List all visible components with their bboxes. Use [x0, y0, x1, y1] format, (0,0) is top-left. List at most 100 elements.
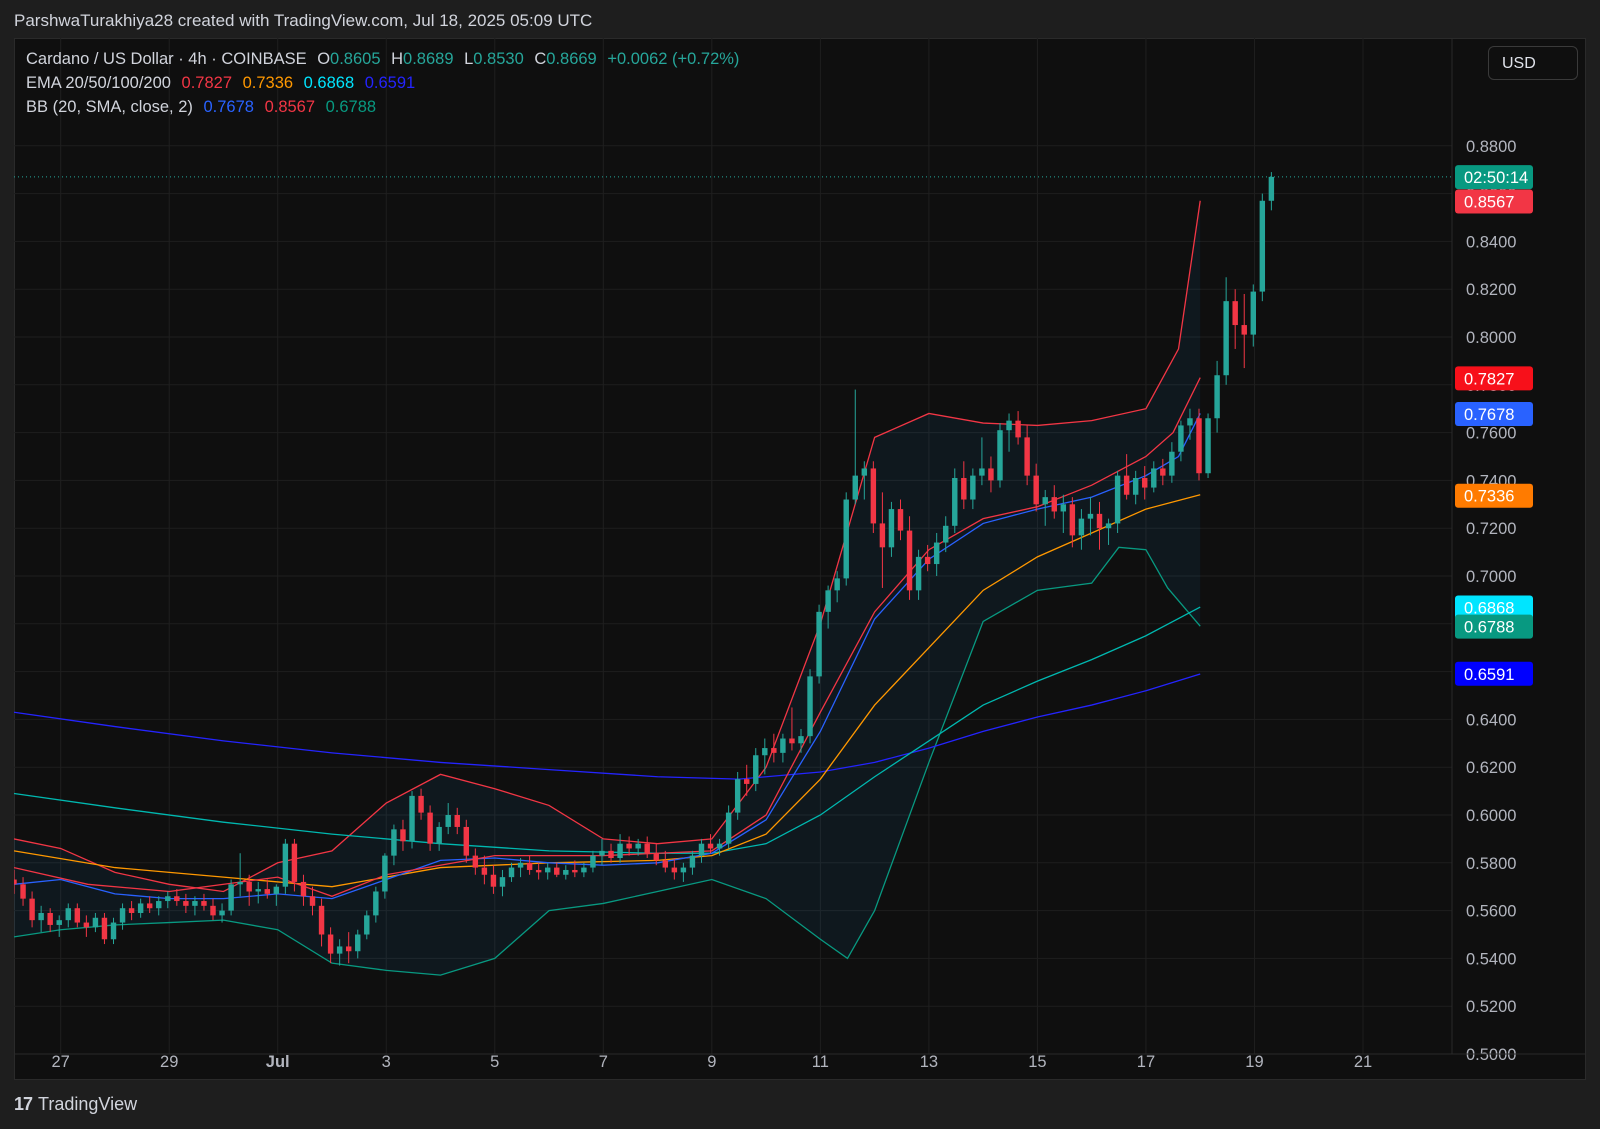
candle[interactable]: [1151, 461, 1157, 493]
candle[interactable]: [834, 571, 840, 603]
candle[interactable]: [1178, 420, 1184, 462]
candle[interactable]: [1223, 277, 1229, 385]
candle[interactable]: [1033, 463, 1039, 512]
currency-button[interactable]: USD: [1488, 46, 1578, 80]
candle[interactable]: [517, 858, 524, 878]
candle[interactable]: [174, 889, 180, 906]
price-chart[interactable]: 0.88000.86000.84000.82000.80000.78000.76…: [14, 38, 1586, 1080]
candle[interactable]: [101, 912, 108, 945]
candle[interactable]: [1250, 284, 1256, 347]
candle[interactable]: [707, 834, 714, 854]
candle[interactable]: [997, 423, 1003, 488]
candle[interactable]: [300, 874, 307, 906]
candle[interactable]: [481, 855, 488, 885]
candle[interactable]: [409, 791, 415, 849]
candle[interactable]: [1268, 172, 1275, 211]
candle[interactable]: [56, 915, 62, 937]
candle[interactable]: [291, 838, 298, 892]
candle[interactable]: [183, 893, 189, 913]
candle[interactable]: [364, 910, 370, 940]
candle[interactable]: [1132, 470, 1139, 505]
candle[interactable]: [979, 437, 985, 486]
candle[interactable]: [445, 803, 451, 835]
candle[interactable]: [228, 879, 234, 916]
candle[interactable]: [608, 843, 614, 863]
candle[interactable]: [336, 939, 343, 966]
candle[interactable]: [400, 819, 406, 851]
candle[interactable]: [554, 862, 560, 878]
ema-label[interactable]: EMA 20/50/100/200: [26, 74, 171, 92]
bb-label[interactable]: BB (20, SMA, close, 2): [26, 98, 193, 116]
tradingview-logo[interactable]: 17 TradingView: [14, 1094, 137, 1115]
candle[interactable]: [762, 738, 768, 775]
candle[interactable]: [1205, 413, 1211, 479]
candle[interactable]: [1006, 413, 1012, 452]
candle[interactable]: [508, 862, 515, 882]
candle[interactable]: [327, 927, 334, 964]
candle[interactable]: [924, 544, 931, 572]
candle[interactable]: [1160, 458, 1166, 486]
candle[interactable]: [92, 912, 99, 933]
candle[interactable]: [1060, 494, 1067, 533]
candle[interactable]: [345, 932, 352, 964]
candle[interactable]: [1232, 289, 1238, 349]
candle[interactable]: [970, 468, 976, 510]
candle[interactable]: [581, 862, 587, 878]
candle[interactable]: [535, 862, 542, 880]
candle[interactable]: [897, 499, 904, 541]
candle[interactable]: [1051, 485, 1057, 519]
candle[interactable]: [680, 862, 687, 882]
candle[interactable]: [879, 492, 886, 588]
candle[interactable]: [1169, 442, 1175, 483]
candle[interactable]: [590, 850, 596, 873]
candle[interactable]: [933, 532, 940, 576]
candle[interactable]: [14, 869, 17, 894]
symbol-name[interactable]: Cardano / US Dollar · 4h · COINBASE: [26, 50, 307, 68]
candle[interactable]: [20, 877, 26, 906]
candle[interactable]: [47, 908, 53, 933]
candle[interactable]: [65, 903, 71, 928]
candle[interactable]: [391, 824, 397, 866]
candle[interactable]: [626, 836, 632, 856]
candle[interactable]: [1241, 293, 1247, 369]
candle[interactable]: [1087, 497, 1094, 536]
candle[interactable]: [1142, 466, 1148, 500]
candle[interactable]: [671, 858, 678, 880]
candle[interactable]: [463, 819, 470, 863]
candle[interactable]: [743, 764, 750, 796]
candle[interactable]: [273, 884, 280, 906]
candle[interactable]: [734, 771, 741, 820]
candle[interactable]: [255, 881, 261, 904]
candle[interactable]: [210, 898, 216, 921]
candle[interactable]: [725, 805, 732, 849]
candle[interactable]: [780, 733, 786, 763]
candle[interactable]: [861, 461, 868, 500]
candle[interactable]: [888, 501, 895, 557]
candle[interactable]: [192, 896, 198, 916]
candle[interactable]: [309, 886, 316, 916]
candle[interactable]: [38, 905, 44, 933]
candle[interactable]: [499, 869, 506, 897]
candle[interactable]: [662, 850, 669, 873]
candle[interactable]: [128, 901, 135, 921]
candle[interactable]: [1187, 408, 1193, 440]
candle[interactable]: [490, 865, 497, 894]
candle[interactable]: [318, 898, 325, 947]
candle[interactable]: [382, 853, 388, 899]
candle[interactable]: [825, 585, 831, 629]
candle[interactable]: [156, 896, 162, 916]
candle[interactable]: [952, 468, 958, 533]
candle[interactable]: [436, 822, 442, 851]
candle[interactable]: [373, 886, 379, 923]
candle[interactable]: [544, 862, 551, 880]
candle[interactable]: [753, 748, 759, 792]
candle[interactable]: [789, 707, 795, 751]
candle[interactable]: [1015, 411, 1021, 445]
candle[interactable]: [119, 903, 126, 930]
candle[interactable]: [1105, 518, 1112, 545]
candle[interactable]: [454, 807, 460, 835]
candle[interactable]: [1214, 360, 1220, 433]
candle[interactable]: [852, 389, 858, 505]
candle[interactable]: [653, 843, 659, 866]
candle[interactable]: [816, 604, 822, 684]
